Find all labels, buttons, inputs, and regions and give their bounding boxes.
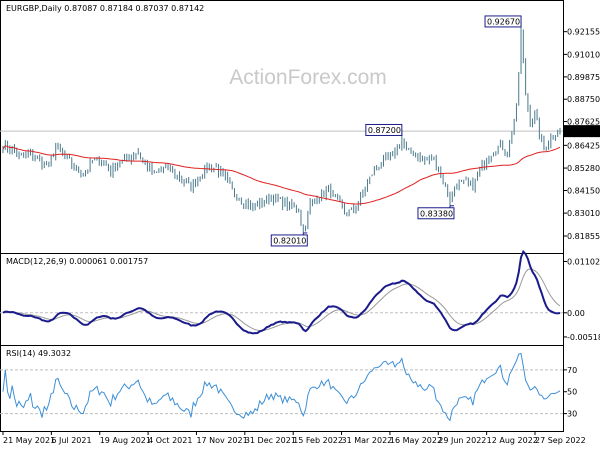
price-tick-label: 0.83010: [567, 209, 600, 218]
price-tick-label: 0.87625: [567, 118, 600, 127]
price-tick-label: 0.92155: [567, 28, 600, 37]
price-tick-label: 0.91010: [567, 50, 600, 59]
watermark: ActionForex.com: [229, 66, 387, 89]
rsi-tick-label: 50: [567, 388, 577, 397]
rsi-tick-label: 30: [567, 410, 577, 419]
x-tick-label: 21 May 2021: [3, 436, 55, 445]
price-tick-label: 0.86425: [567, 141, 600, 150]
last-price-box: [564, 125, 600, 138]
annotation-box: [417, 207, 455, 220]
rsi-line: [2, 352, 561, 422]
x-tick-label: 6 Jul 2021: [51, 436, 91, 445]
price-tick-label: 0.88750: [567, 95, 600, 104]
macd-line: [2, 249, 561, 335]
price-tick-label: 0.81855: [567, 232, 600, 241]
annotation-label: 0.82010: [273, 236, 306, 245]
x-tick-label: 4 Oct 2021: [148, 436, 192, 445]
price-tick-label: 0.89875: [567, 73, 600, 82]
price-tick-label: 0.84150: [567, 186, 600, 195]
macd-tick-label: -0.005182: [567, 333, 600, 342]
macd-tick-label: 0.011023: [567, 257, 600, 266]
price-axis: 0.92155 0.91010 0.89875 0.88750 0.87625 0.864…: [0, 28, 600, 241]
price-candles: [2, 21, 561, 233]
rsi-label: RSI(14) 49.3032: [6, 349, 71, 358]
macd-label: MACD(12,26,9) 0.000061 0.001757: [6, 257, 148, 266]
x-tick-label: 31 Mar 2022: [342, 436, 393, 445]
annotation-label: 0.92670: [487, 17, 520, 26]
price-panel: [0, 0, 564, 254]
x-tick-label: 19 Aug 2021: [100, 436, 151, 445]
ma-line: [2, 145, 561, 205]
x-tick-label: 12 Aug 2022: [487, 436, 538, 445]
annotation-box: [484, 15, 522, 28]
moving-average: [2, 145, 561, 205]
price-annotations: 0.92670 0.87200 0.83380 0.82010: [270, 15, 522, 247]
annotation-box: [365, 123, 403, 136]
macd-plot: 0.011023 0.00 -0.005182: [0, 249, 600, 342]
rsi-tick-label: 70: [567, 366, 577, 375]
x-tick-label: 27 Sep 2022: [535, 436, 586, 445]
x-tick-label: 15 Feb 2022: [293, 436, 343, 445]
rsi-panel: [0, 345, 564, 432]
annotation-label: 0.87200: [368, 126, 401, 135]
x-tick-label: 16 May 2022: [390, 436, 442, 445]
macd-tick-label: 0.00: [567, 309, 585, 318]
annotation-label: 0.83380: [420, 209, 453, 218]
last-price-label: 0.87142: [566, 127, 599, 136]
x-tick-label: 31 Dec 2021: [245, 436, 296, 445]
macd-panel: [0, 253, 564, 346]
price-header: EURGBP,Daily 0.87087 0.87184 0.87037 0.8…: [6, 4, 204, 13]
rsi-plot: 70 50 30: [0, 352, 577, 422]
annotation-box: [270, 234, 308, 247]
x-tick-label: 17 Nov 2021: [196, 436, 247, 445]
price-tick-label: 0.85280: [567, 164, 600, 173]
x-tick-label: 29 Jun 2022: [438, 436, 486, 445]
